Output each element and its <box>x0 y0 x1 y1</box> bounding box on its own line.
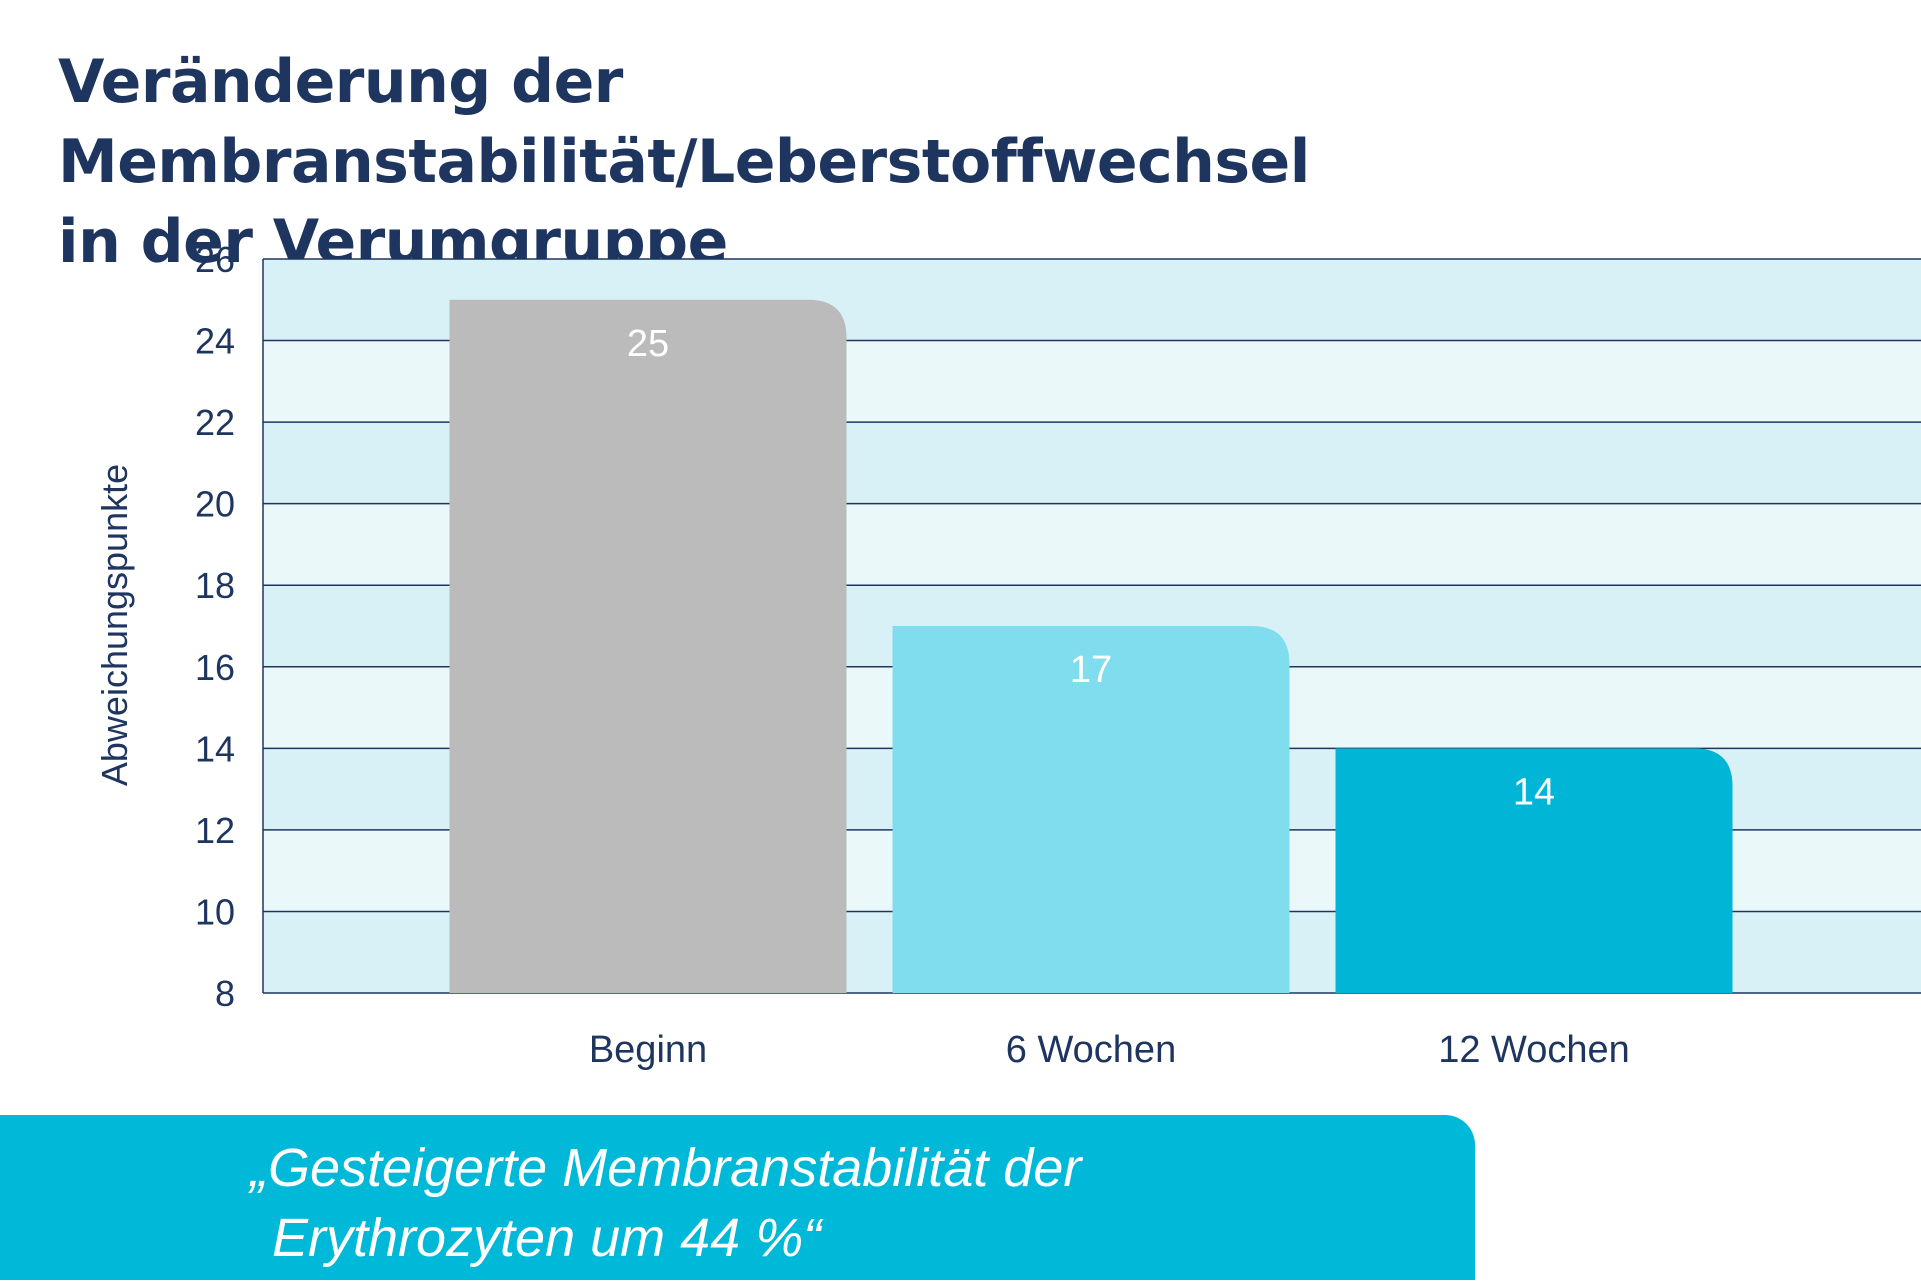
x-axis-ticks: Beginn 6 Wochen 12 Wochen <box>589 1029 1630 1071</box>
bar-beginn <box>449 299 847 993</box>
chart-title-line-1: Veränderung der Membranstabilität/Lebers… <box>58 47 1310 197</box>
bar-6-wochen <box>892 626 1290 993</box>
y-tick-label: 26 <box>195 239 235 280</box>
data-label: 25 <box>627 323 669 365</box>
bar-chart: 25 17 14 8 10 12 14 16 18 20 22 24 26 Beginn 6 Woche… <box>94 239 1921 1071</box>
x-tick-label: Beginn <box>589 1029 707 1071</box>
data-label: 14 <box>1513 771 1555 813</box>
data-label: 17 <box>1070 649 1112 691</box>
y-tick-label: 16 <box>195 647 235 688</box>
y-tick-label: 14 <box>195 728 235 769</box>
quote-text: „Gesteigerte Membranstabilität der Eryth… <box>250 1133 1450 1273</box>
y-tick-label: 8 <box>215 973 235 1014</box>
y-tick-label: 10 <box>195 891 235 932</box>
y-tick-label: 22 <box>195 402 235 443</box>
bars <box>449 299 1733 993</box>
y-tick-label: 18 <box>195 565 235 606</box>
bar-12-wochen <box>1335 748 1733 993</box>
quote-banner: „Gesteigerte Membranstabilität der Eryth… <box>0 1115 1475 1280</box>
x-tick-label: 12 Wochen <box>1438 1029 1630 1071</box>
data-labels: 25 17 14 <box>627 323 1555 814</box>
y-tick-label: 12 <box>195 810 235 851</box>
y-tick-label: 20 <box>195 484 235 525</box>
quote-line-2: Erythrozyten um 44 %“ <box>272 1208 822 1268</box>
y-axis-ticks: 8 10 12 14 16 18 20 22 24 26 <box>195 239 235 1014</box>
y-tick-label: 24 <box>195 321 235 362</box>
y-axis-label: Abweichungspunkte <box>94 464 135 786</box>
chart-title: Veränderung der Membranstabilität/Lebers… <box>58 42 1858 282</box>
quote-line-1: „Gesteigerte Membranstabilität der <box>250 1138 1082 1198</box>
x-tick-label: 6 Wochen <box>1006 1029 1176 1071</box>
